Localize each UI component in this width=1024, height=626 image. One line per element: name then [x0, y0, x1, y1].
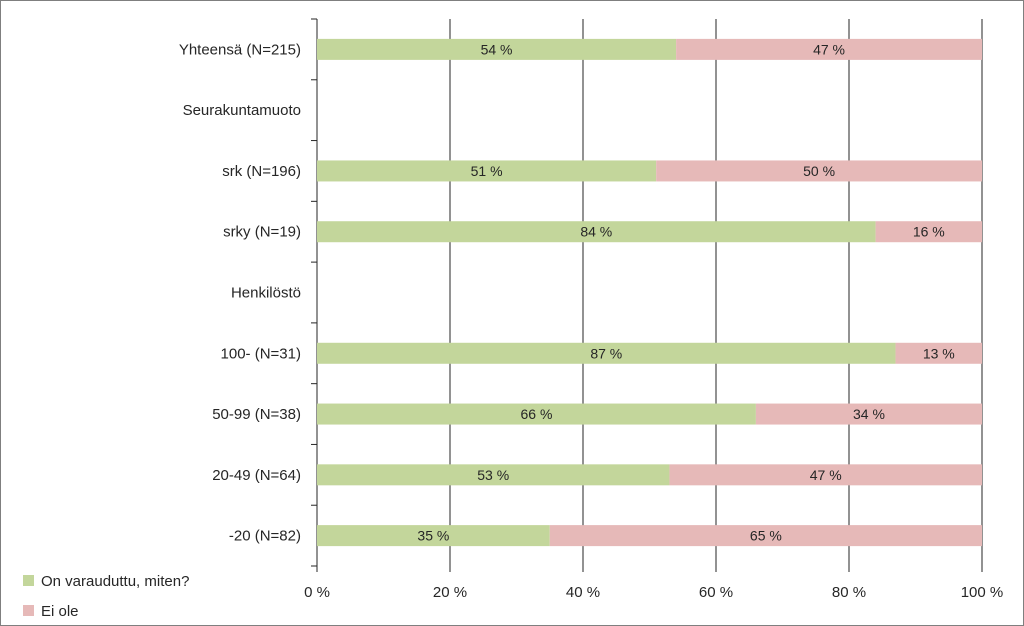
- data-label: 84 %: [580, 224, 612, 240]
- bar-segment: [317, 342, 896, 364]
- bar-segment: [317, 221, 876, 243]
- bar-segment: [676, 38, 982, 60]
- data-label: 66 %: [520, 406, 552, 422]
- bar-segment: [317, 160, 657, 182]
- data-label: 35 %: [417, 528, 449, 544]
- bar-segment: [317, 38, 677, 60]
- x-tick-labels: 0 % 20 % 40 % 60 % 80 % 100 %: [304, 584, 1003, 601]
- category-label: 100- (N=31): [221, 345, 301, 362]
- bar-segment: [549, 525, 982, 547]
- bars: [317, 38, 982, 547]
- data-label: 47 %: [813, 41, 845, 57]
- legend-label: Ei ole: [41, 603, 79, 620]
- data-label: 50 %: [803, 163, 835, 179]
- gridlines: [311, 18, 983, 572]
- data-label: 51 %: [471, 163, 503, 179]
- data-label: 13 %: [923, 345, 955, 361]
- x-tick-label: 80 %: [832, 584, 866, 601]
- bar-segment: [317, 464, 670, 486]
- x-tick-label: 20 %: [433, 584, 467, 601]
- data-label: 54 %: [481, 41, 513, 57]
- bar-segment: [656, 160, 982, 182]
- data-label: 87 %: [590, 345, 622, 361]
- category-label: 50-99 (N=38): [212, 406, 301, 423]
- bar-segment: [875, 221, 982, 243]
- category-label: srk (N=196): [222, 163, 301, 180]
- x-tick-label: 0 %: [304, 584, 330, 601]
- bar-segment: [895, 342, 982, 364]
- category-label: Yhteensä (N=215): [179, 41, 301, 58]
- legend: On varauduttu, miten? Ei ole: [23, 573, 189, 620]
- data-label: 16 %: [913, 224, 945, 240]
- bar-segment: [317, 525, 550, 547]
- category-label: Henkilöstö: [231, 285, 301, 302]
- category-label: Seurakuntamuoto: [183, 102, 301, 119]
- data-label: 65 %: [750, 528, 782, 544]
- legend-swatch: [23, 575, 34, 586]
- data-label: 53 %: [477, 467, 509, 483]
- bar-segment: [317, 403, 756, 425]
- bar-segment: [755, 403, 982, 425]
- data-label: 47 %: [810, 467, 842, 483]
- category-label: srky (N=19): [223, 224, 301, 241]
- data-labels: 54 % 47 % 51 % 50 % 84 % 16 % 87 % 13 % 66 % 34 %…: [417, 41, 954, 543]
- bar-segment: [669, 464, 982, 486]
- legend-label: On varauduttu, miten?: [41, 573, 189, 590]
- legend-swatch: [23, 605, 34, 616]
- x-tick-label: 60 %: [699, 584, 733, 601]
- category-label: -20 (N=82): [229, 528, 301, 545]
- data-label: 34 %: [853, 406, 885, 422]
- category-labels: Yhteensä (N=215) Seurakuntamuoto srk (N=19…: [179, 41, 301, 544]
- category-label: 20-49 (N=64): [212, 467, 301, 484]
- x-tick-label: 100 %: [961, 584, 1004, 601]
- x-tick-label: 40 %: [566, 584, 600, 601]
